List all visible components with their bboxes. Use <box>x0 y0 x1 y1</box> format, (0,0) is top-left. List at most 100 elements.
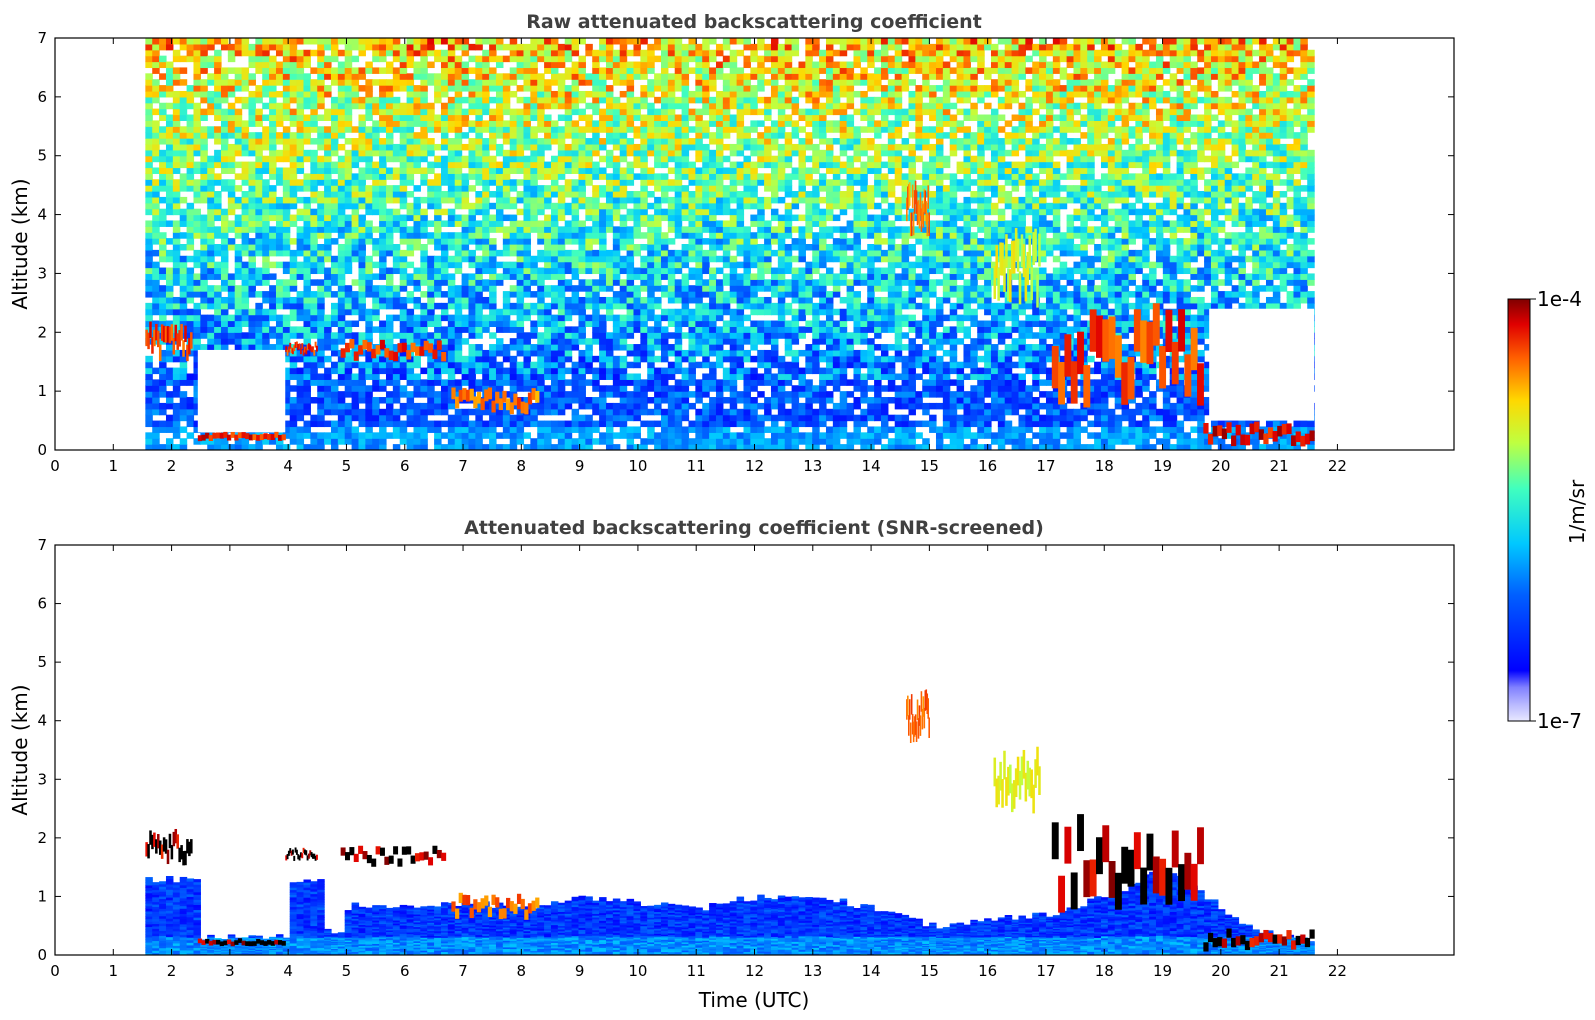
heatmap-cell <box>557 273 566 280</box>
heatmap-cell <box>626 314 635 322</box>
heatmap-cell <box>681 402 690 410</box>
heatmap-cell <box>372 244 380 251</box>
heatmap-cell <box>530 143 538 151</box>
heatmap-cell <box>468 426 476 433</box>
heatmap-cell <box>179 232 188 239</box>
heatmap-cell <box>454 73 463 80</box>
heatmap-cell <box>365 108 373 116</box>
heatmap-cell <box>351 296 360 304</box>
heatmap-cell <box>709 438 717 445</box>
heatmap-cell <box>619 38 628 45</box>
heatmap-cell <box>324 279 332 286</box>
heatmap-cell <box>592 338 600 345</box>
heatmap-cell <box>296 126 305 133</box>
heatmap-cell <box>262 438 270 445</box>
heatmap-cell <box>674 314 683 322</box>
heatmap-cell <box>269 273 277 280</box>
heatmap-cell <box>152 61 160 69</box>
heatmap-cell <box>310 320 318 327</box>
heatmap-cell <box>282 202 291 210</box>
heatmap-cell <box>385 320 394 327</box>
heatmap-cell <box>619 114 628 121</box>
heatmap-cell <box>605 149 614 157</box>
heatmap-cell <box>282 367 291 375</box>
heatmap-cell <box>674 55 683 63</box>
heatmap-cell <box>605 191 614 198</box>
heatmap-cell <box>654 320 662 327</box>
heatmap-cell <box>275 61 284 69</box>
heatmap-cell <box>406 208 415 216</box>
heatmap-cell <box>516 191 525 198</box>
heatmap-cell <box>227 285 236 292</box>
heatmap-cell <box>413 138 421 145</box>
heatmap-cell <box>578 385 586 392</box>
heatmap-cell <box>564 90 573 98</box>
heatmap-cell <box>454 355 463 363</box>
heatmap-cell <box>200 296 208 304</box>
heatmap-cell <box>413 196 421 204</box>
heatmap-cell <box>482 49 490 57</box>
heatmap-cell <box>262 185 270 192</box>
heatmap-cell <box>385 285 394 292</box>
heatmap-cell <box>159 108 167 116</box>
heatmap-cell <box>654 126 662 133</box>
heatmap-cell <box>654 255 662 263</box>
heatmap-cell <box>145 226 153 233</box>
heatmap-cell <box>461 79 470 86</box>
heatmap-cell <box>605 85 614 92</box>
heatmap-cell <box>248 173 256 180</box>
heatmap-cell <box>612 385 621 392</box>
heatmap-cell <box>344 220 353 227</box>
heatmap-cell <box>729 38 738 45</box>
heatmap-cell <box>406 367 415 375</box>
heatmap-cell <box>688 296 696 304</box>
heatmap-cell <box>406 273 415 280</box>
heatmap-cell <box>715 208 724 216</box>
heatmap-cell <box>241 173 250 180</box>
heatmap-cell <box>262 232 270 239</box>
heatmap-cell <box>461 420 470 428</box>
heatmap-cell <box>530 349 538 357</box>
heatmap-cell <box>337 432 346 439</box>
heatmap-cell <box>729 391 738 398</box>
heatmap-cell <box>186 38 195 45</box>
heatmap-cell <box>358 67 366 74</box>
heatmap-cell <box>619 367 628 375</box>
heatmap-cell <box>303 244 311 251</box>
heatmap-cell <box>406 132 415 139</box>
heatmap-cell <box>592 373 600 380</box>
heatmap-cell <box>399 302 408 310</box>
heatmap-cell <box>695 185 703 192</box>
heatmap-cell <box>585 379 593 386</box>
heatmap-cell <box>695 191 703 198</box>
heatmap-cell <box>200 149 208 157</box>
heatmap-cell <box>667 361 676 369</box>
heatmap-cell <box>612 291 621 298</box>
heatmap-cell <box>736 432 745 439</box>
heatmap-cell <box>495 108 504 116</box>
heatmap-cell <box>214 326 222 333</box>
heatmap-cell <box>324 291 332 298</box>
heatmap-cell <box>399 149 408 157</box>
heatmap-cell <box>557 314 566 322</box>
heatmap-cell <box>654 38 662 45</box>
heatmap-cell <box>379 291 387 298</box>
heatmap-cell <box>578 414 586 422</box>
heatmap-cell <box>379 67 387 74</box>
heatmap-cell <box>695 244 703 251</box>
heatmap-cell <box>578 355 586 363</box>
heatmap-cell <box>310 373 318 380</box>
heatmap-cell <box>351 90 360 98</box>
heatmap-cell <box>695 132 703 139</box>
heatmap-cell <box>688 314 696 322</box>
heatmap-cell <box>234 120 243 127</box>
heatmap-cell <box>385 302 394 310</box>
heatmap-cell <box>475 302 483 310</box>
heatmap-cell <box>234 338 243 345</box>
heatmap-cell <box>605 302 614 310</box>
heatmap-cell <box>427 420 435 428</box>
heatmap-cell <box>550 155 559 163</box>
heatmap-cell <box>392 96 401 104</box>
heatmap-cell <box>262 267 270 275</box>
heatmap-cell <box>255 149 263 157</box>
